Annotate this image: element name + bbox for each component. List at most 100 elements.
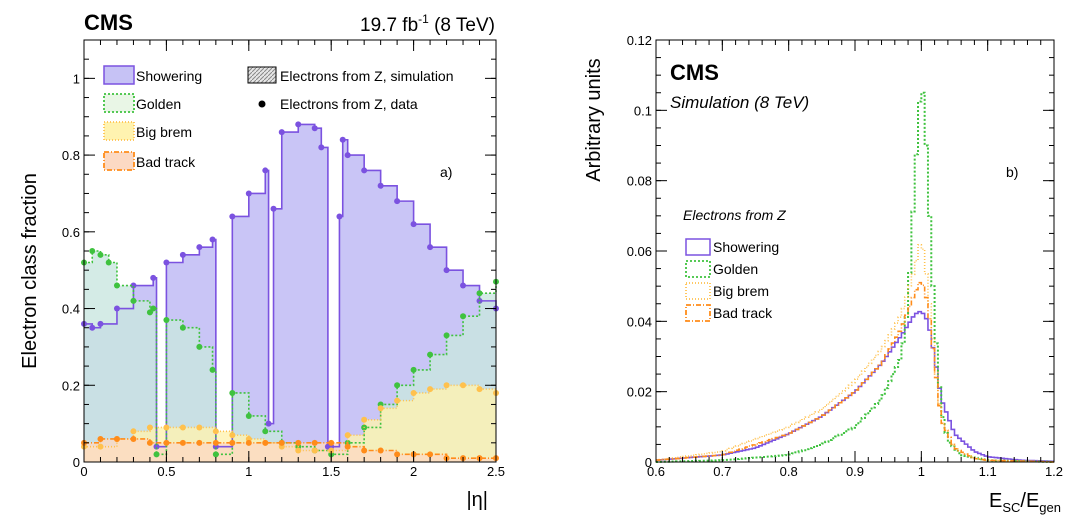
point-bad-track [278,439,285,446]
x-tick-label: 0.9 [846,464,864,479]
point-bad-track [295,439,302,446]
legend-b-swatch-bad-track [685,304,711,322]
legend-b-swatch-golden [685,260,711,278]
point-big-brem [212,428,219,435]
lumi-superscript: -1 [418,12,429,26]
legend-b-label-golden: Golden [713,261,758,277]
point-showering [153,443,160,450]
point-golden [209,366,216,373]
point-golden [460,313,467,320]
panel-b-tag: b) [1006,164,1018,180]
legend-label-big-brem: Big brem [136,124,192,140]
panel-b-legend: Electrons from Z Showering Golden Big br… [683,207,786,322]
point-big-brem [361,416,368,423]
point-bad-track [344,443,351,450]
x-tick-label: 0 [80,464,87,479]
panel-b-cms-label: CMS [670,60,719,85]
legend-swatch-golden [103,93,135,113]
point-showering [311,125,318,132]
legend-label-simulation: Electrons from Z, simulation [280,68,454,84]
y-tick-label: 0 [645,455,652,470]
point-big-brem [476,386,483,393]
point-showering [196,244,203,251]
point-golden [97,251,104,258]
point-golden [394,382,401,389]
point-big-brem [130,428,137,435]
point-showering [361,167,368,174]
y-tick-label: 0 [73,455,80,470]
legend-label-golden: Golden [136,96,181,112]
x-tick-label: 2 [410,464,417,479]
point-bad-track [179,439,186,446]
point-showering [97,320,104,327]
x-tick-label: 2.5 [487,464,505,479]
point-golden [212,451,219,458]
panel-a-lumi-label: 19.7 fb-1 (8 TeV) [360,12,495,36]
point-showering [427,244,434,251]
point-bad-track [361,447,368,454]
point-big-brem [97,443,104,450]
y-tick-label: 1 [73,71,80,86]
point-showering [278,129,285,136]
point-showering [265,420,272,427]
point-big-brem [229,432,236,439]
point-golden [410,366,417,373]
panel-b: 0.6 0.7 0.8 0.9 1 1.1 1.2 0 0.02 0.04 0.06 0.08 0.1… [583,33,1063,515]
panel-b-x-tick-labels: 0.6 0.7 0.8 0.9 1 1.1 1.2 [647,464,1063,479]
y-tick-label: 0.8 [62,148,80,163]
x-tick-label: 0.5 [157,464,175,479]
point-showering [394,198,401,205]
x-title-e: E [989,490,1002,512]
point-bad-track [427,451,434,458]
panel-a-ticks [83,39,497,463]
legend-b-swatch-showering [685,238,711,256]
point-showering [130,282,137,289]
point-showering [443,267,450,274]
point-showering [245,190,252,197]
point-showering [113,305,120,312]
point-bad-track [394,451,401,458]
point-bad-track [130,435,137,442]
y-tick-label: 0.12 [627,33,652,48]
point-big-brem [394,397,401,404]
point-big-brem [146,424,153,431]
point-golden [153,451,160,458]
point-big-brem [443,382,450,389]
x-tick-label: 1.5 [322,464,340,479]
legend-b-label-showering: Showering [713,239,779,255]
hist-showering [656,310,1054,463]
legend-label-bad-track: Bad track [136,154,196,170]
point-bad-track [245,439,252,446]
y-tick-label: 0.02 [627,385,652,400]
point-showering [377,182,384,189]
point-showering [460,282,467,289]
y-tick-label: 0.4 [62,302,80,317]
point-showering [295,121,302,128]
point-big-brem [311,447,318,454]
point-golden [196,343,203,350]
point-showering [270,205,277,212]
y-tick-label: 0.06 [627,244,652,259]
point-showering [344,152,351,159]
x-title-sub-gen: gen [1039,500,1061,515]
point-golden [105,259,112,266]
point-big-brem [163,424,170,431]
point-big-brem [460,382,467,389]
point-bad-track [311,439,318,446]
point-big-brem [427,386,434,393]
line-showering [84,123,497,448]
point-bad-track [97,435,104,442]
point-golden [150,305,157,312]
x-title-sub-sc: SC [1002,500,1020,515]
panel-a-cms-label: CMS [84,10,133,35]
legend-label-showering: Showering [136,68,202,84]
x-tick-label: 1 [245,464,252,479]
area-bad-track [84,438,496,462]
x-tick-label: 1.2 [1045,464,1063,479]
point-golden [427,351,434,358]
panel-a-plot-area [81,121,499,463]
lumi-energy: (8 TeV) [429,15,495,36]
panel-a-legend: Showering Golden Big brem Bad track Elec… [103,65,454,171]
point-golden [476,290,483,297]
x-tick-label: 1.1 [979,464,997,479]
